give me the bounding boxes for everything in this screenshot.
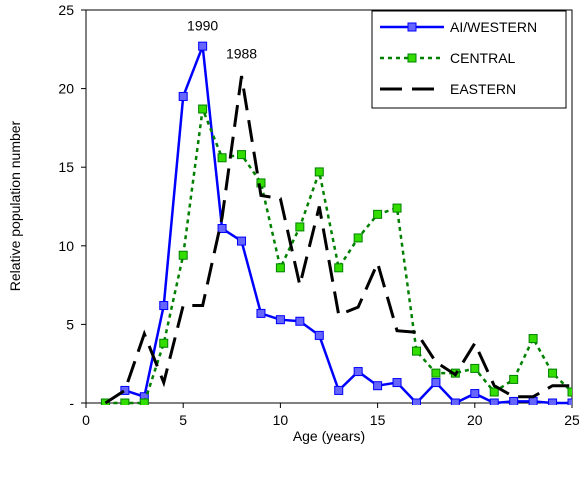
plot-area [85,9,573,404]
data-point [509,396,519,405]
x-tick-label: 20 [467,412,483,428]
data-point [392,203,402,213]
y-axis-label: Relative population number [7,120,23,291]
x-tick-label: 0 [82,412,90,428]
data-point [159,338,169,348]
data-point [431,378,441,388]
data-point [489,398,499,405]
series-layer [100,41,572,405]
series-line [105,104,572,405]
data-point [314,167,324,177]
x-tick-label: 25 [564,412,579,428]
data-point [450,398,460,405]
data-point [373,209,383,219]
legend-marker [407,22,417,32]
series-central [100,104,572,405]
data-point [178,250,188,260]
data-point [567,387,572,397]
data-point [528,334,538,344]
data-point [120,385,130,395]
annotations: 1990 1988 [187,17,257,61]
data-point [509,374,519,384]
y-tick-label: 10 [58,238,74,254]
data-point [548,368,558,378]
legend-label: EASTERN [450,81,516,97]
data-point [334,263,344,273]
data-point [353,233,363,243]
data-point [198,104,208,114]
data-point [120,398,130,405]
y-tick-label: 5 [66,316,74,332]
x-axis-label: Age (years) [293,428,365,444]
data-point [275,315,285,325]
data-point [431,368,441,378]
series-ai-western [100,41,572,405]
data-point [295,316,305,326]
data-point [373,381,383,391]
data-point [178,91,188,101]
data-point [528,396,538,405]
data-point [237,236,247,246]
data-point [159,301,169,311]
series-eastern [104,75,572,405]
series-line [104,75,572,405]
data-point [275,263,285,273]
data-point [217,224,227,234]
legend: AI/WESTERN CENTRAL EASTERN [371,10,567,109]
y-tick-label: 15 [58,159,74,175]
data-point [139,398,149,405]
y-tick-label: - [69,395,74,411]
x-tick-label: 5 [179,412,187,428]
data-point [314,330,324,340]
data-point [411,398,421,405]
data-point [489,387,499,397]
data-point [217,153,227,163]
legend-marker [407,53,417,63]
legend-label: AI/WESTERN [450,19,537,35]
data-point [411,346,421,356]
x-tick-label: 10 [273,412,289,428]
data-point [334,385,344,395]
annotation-label: 1988 [226,46,257,62]
data-point [237,150,247,160]
x-tick-label: 15 [370,412,386,428]
data-point [392,378,402,388]
annotation-label: 1990 [187,17,218,33]
data-point [470,389,480,399]
legend-label: CENTRAL [450,50,516,66]
data-point [353,367,363,377]
y-tick-label: 20 [58,81,74,97]
data-point [548,398,558,405]
data-point [470,363,480,373]
data-point [567,398,572,405]
data-point [198,41,208,51]
y-tick-label: 25 [58,2,74,18]
y-axis-ticks: - 5 10 15 20 25 [58,2,86,411]
data-point [256,308,266,318]
data-point [295,222,305,232]
x-axis-ticks: 0 5 10 15 20 25 [82,403,579,428]
